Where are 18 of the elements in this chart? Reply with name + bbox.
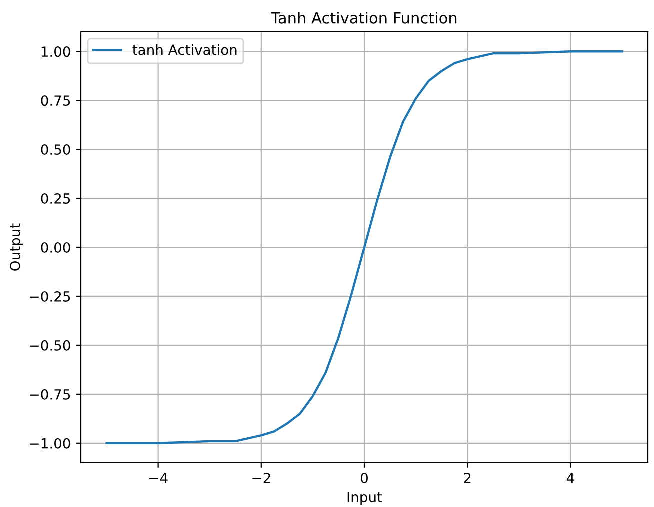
legend-label: tanh Activation [132, 44, 237, 56]
x-axis-title: Input [348, 492, 382, 506]
y-tick-label: −1.00 [30, 438, 70, 449]
y-tick-label: −0.50 [30, 340, 70, 351]
x-tick-label: 2 [464, 472, 471, 484]
x-tick-label: −4 [150, 473, 168, 484]
y-tick-label: 0.25 [41, 193, 70, 204]
y-tick-label: −0.25 [30, 291, 70, 302]
x-tick-label: 0 [360, 472, 368, 484]
y-tick-label: −0.75 [30, 389, 70, 400]
y-tick-label: 1.00 [42, 46, 70, 58]
y-tick-label: 0.00 [41, 242, 70, 253]
chart-title: Tanh Activation Function [271, 12, 457, 24]
x-tick-label: −2 [252, 472, 270, 484]
x-tick-label: 4 [566, 473, 574, 484]
y-tick-label: 0.75 [41, 96, 70, 106]
y-tick-label: 0.50 [41, 144, 70, 156]
y-axis-title: Output [10, 224, 24, 271]
